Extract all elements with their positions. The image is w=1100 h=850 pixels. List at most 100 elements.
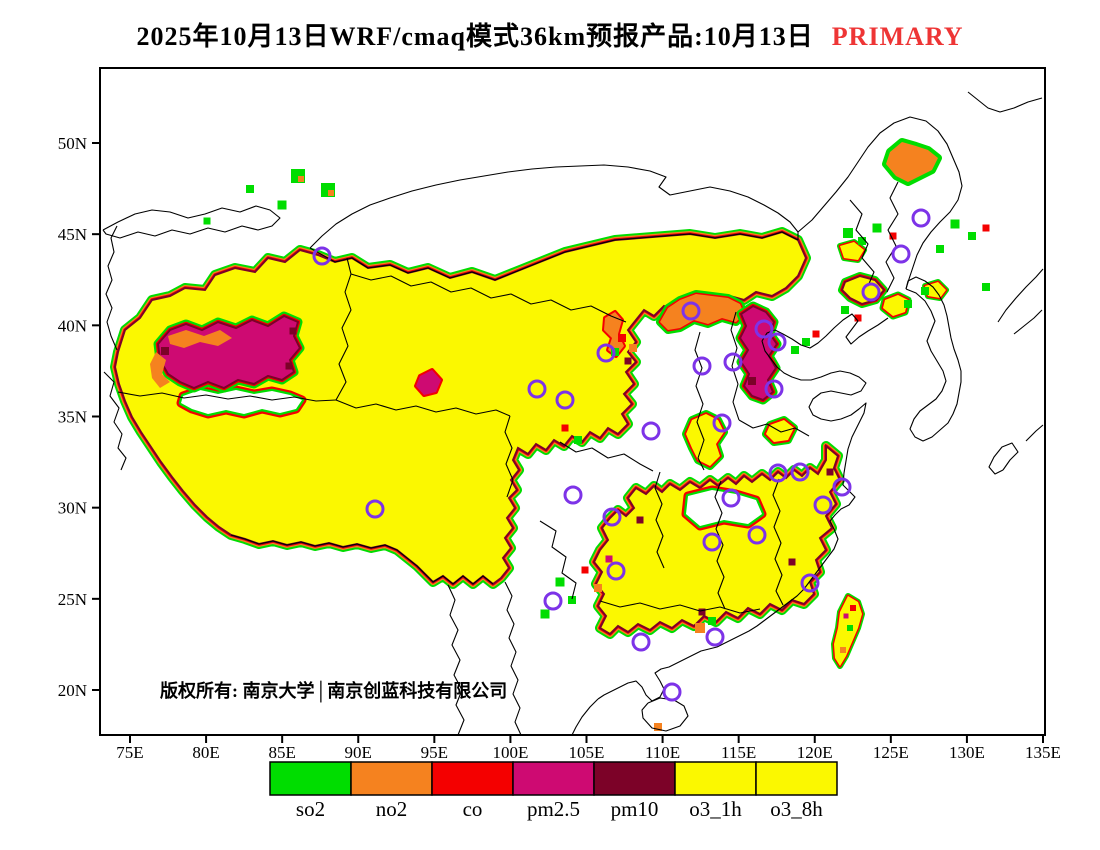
station-marker: [681, 301, 701, 321]
pollutant-speck: [847, 625, 853, 631]
pollutant-speck: [568, 596, 576, 604]
region-tarim-no2-orange-a: [168, 330, 232, 348]
boundary-kazakh-lake: [102, 205, 281, 239]
pollutant-speck: [605, 555, 613, 563]
boundary-kyushu: [988, 442, 1019, 475]
pollutant-speck: [840, 647, 846, 653]
province-central-c: [772, 478, 784, 606]
province-sichuan-west: [504, 415, 514, 498]
pollutant-speck: [561, 424, 569, 432]
station-marker: [712, 413, 732, 433]
province-tibet-qinghai: [335, 399, 511, 417]
province-henan: [738, 419, 810, 437]
pollutant-speck: [654, 723, 662, 731]
legend-cell-co: [431, 761, 514, 796]
station-marker: [723, 352, 743, 372]
region-tarim-pm25-magenta: [156, 314, 302, 390]
title-main: 2025年10月13日WRF/cmaq模式36km预报产品:10月13日: [136, 22, 814, 51]
station-marker: [662, 682, 682, 702]
station-marker: [563, 485, 583, 505]
pollutant-speck: [555, 577, 565, 587]
pollutant-speck: [581, 566, 589, 574]
pollutant-speck: [788, 558, 796, 566]
province-xinjiang-east: [335, 257, 352, 401]
y-axis-label: 25N: [58, 590, 87, 609]
boundary-russia-northeast: [797, 116, 963, 290]
pollutant-speck: [843, 228, 853, 238]
page-title: 2025年10月13日WRF/cmaq模式36km预报产品:10月13日 PRIM…: [0, 16, 1100, 53]
pollutant-speck: [698, 608, 706, 616]
x-axis-label: 125E: [873, 743, 909, 762]
y-axis-label: 45N: [58, 225, 87, 244]
y-axis-label: 35N: [58, 408, 87, 427]
pollutant-speck: [540, 609, 550, 619]
station-marker: [767, 332, 787, 352]
x-axis-label: 75E: [116, 743, 143, 762]
boundary-kazakh-west: [105, 225, 118, 351]
station-marker: [596, 343, 616, 363]
station-marker: [527, 379, 547, 399]
pollutant-speck: [636, 516, 644, 524]
province-hebei-west: [730, 311, 740, 421]
pollutant-speck: [921, 287, 929, 295]
boundary-sakhalin: [967, 91, 1043, 113]
station-marker: [832, 477, 852, 497]
legend-label-no2: no2: [376, 797, 408, 821]
pollutant-speck: [161, 347, 169, 355]
station-marker: [861, 282, 881, 302]
boundary-myanmar-a: [447, 584, 465, 735]
boundary-honshu-a: [997, 268, 1044, 323]
province-shaanxi-shanxi: [694, 331, 705, 471]
pollutant-speck: [695, 623, 705, 633]
province-sichuan-basin: [559, 441, 654, 472]
x-axis-label: 115E: [721, 743, 756, 762]
station-marker: [764, 379, 784, 399]
region-nei-o3-patch: [840, 242, 864, 260]
y-axis-label: 40N: [58, 316, 87, 335]
pollutant-speck: [982, 224, 990, 232]
station-marker: [692, 356, 712, 376]
legend-label-o3_1h: o3_1h: [689, 797, 742, 821]
pollutant-speck: [328, 190, 334, 196]
legend-label-pm2.5: pm2.5: [527, 797, 580, 821]
station-marker: [768, 463, 788, 483]
pollutant-speck: [841, 306, 849, 314]
pollutant-speck: [850, 605, 856, 611]
boundary-vietnam-coast: [571, 698, 599, 735]
y-axis-label: 30N: [58, 499, 87, 518]
y-axis-label: 20N: [58, 681, 87, 700]
y-axis-label: 50N: [58, 134, 87, 153]
legend-cell-no2: [350, 761, 433, 796]
pollutant-speck: [574, 436, 582, 444]
legend-label-co: co: [463, 797, 483, 821]
station-marker: [747, 525, 767, 545]
pollutant-speck: [203, 217, 211, 225]
pollutant-speck: [854, 314, 862, 322]
pollutant-speck: [285, 362, 293, 370]
boundary-china-mongolia: [309, 231, 799, 281]
x-axis-label: 130E: [949, 743, 985, 762]
province-northeast-b: [885, 181, 899, 293]
station-marker: [555, 390, 575, 410]
pollutant-speck: [982, 283, 990, 291]
x-axis-label: 105E: [569, 743, 605, 762]
pollutant-speck: [594, 584, 602, 592]
station-marker: [543, 591, 563, 611]
region-ningxia-no2-orange: [604, 312, 624, 356]
legend-label-pm10: pm10: [611, 797, 659, 821]
x-axis-label: 110E: [645, 743, 680, 762]
province-xinjiang-tibet: [117, 391, 337, 402]
pollutant-speck: [277, 200, 287, 210]
pollutant-speck: [889, 232, 897, 240]
pollutant-speck: [858, 237, 866, 245]
pollutant-speck: [298, 176, 304, 182]
region-qinghai-pm25-magenta: [416, 370, 441, 395]
station-marker: [800, 573, 820, 593]
title-primary-tag: PRIMARY: [831, 22, 964, 51]
pollutant-speck: [904, 300, 912, 308]
pollutant-speck: [802, 338, 810, 346]
station-marker: [631, 632, 651, 652]
legend-cell-pm10: [593, 761, 676, 796]
pollutant-speck: [618, 334, 626, 342]
